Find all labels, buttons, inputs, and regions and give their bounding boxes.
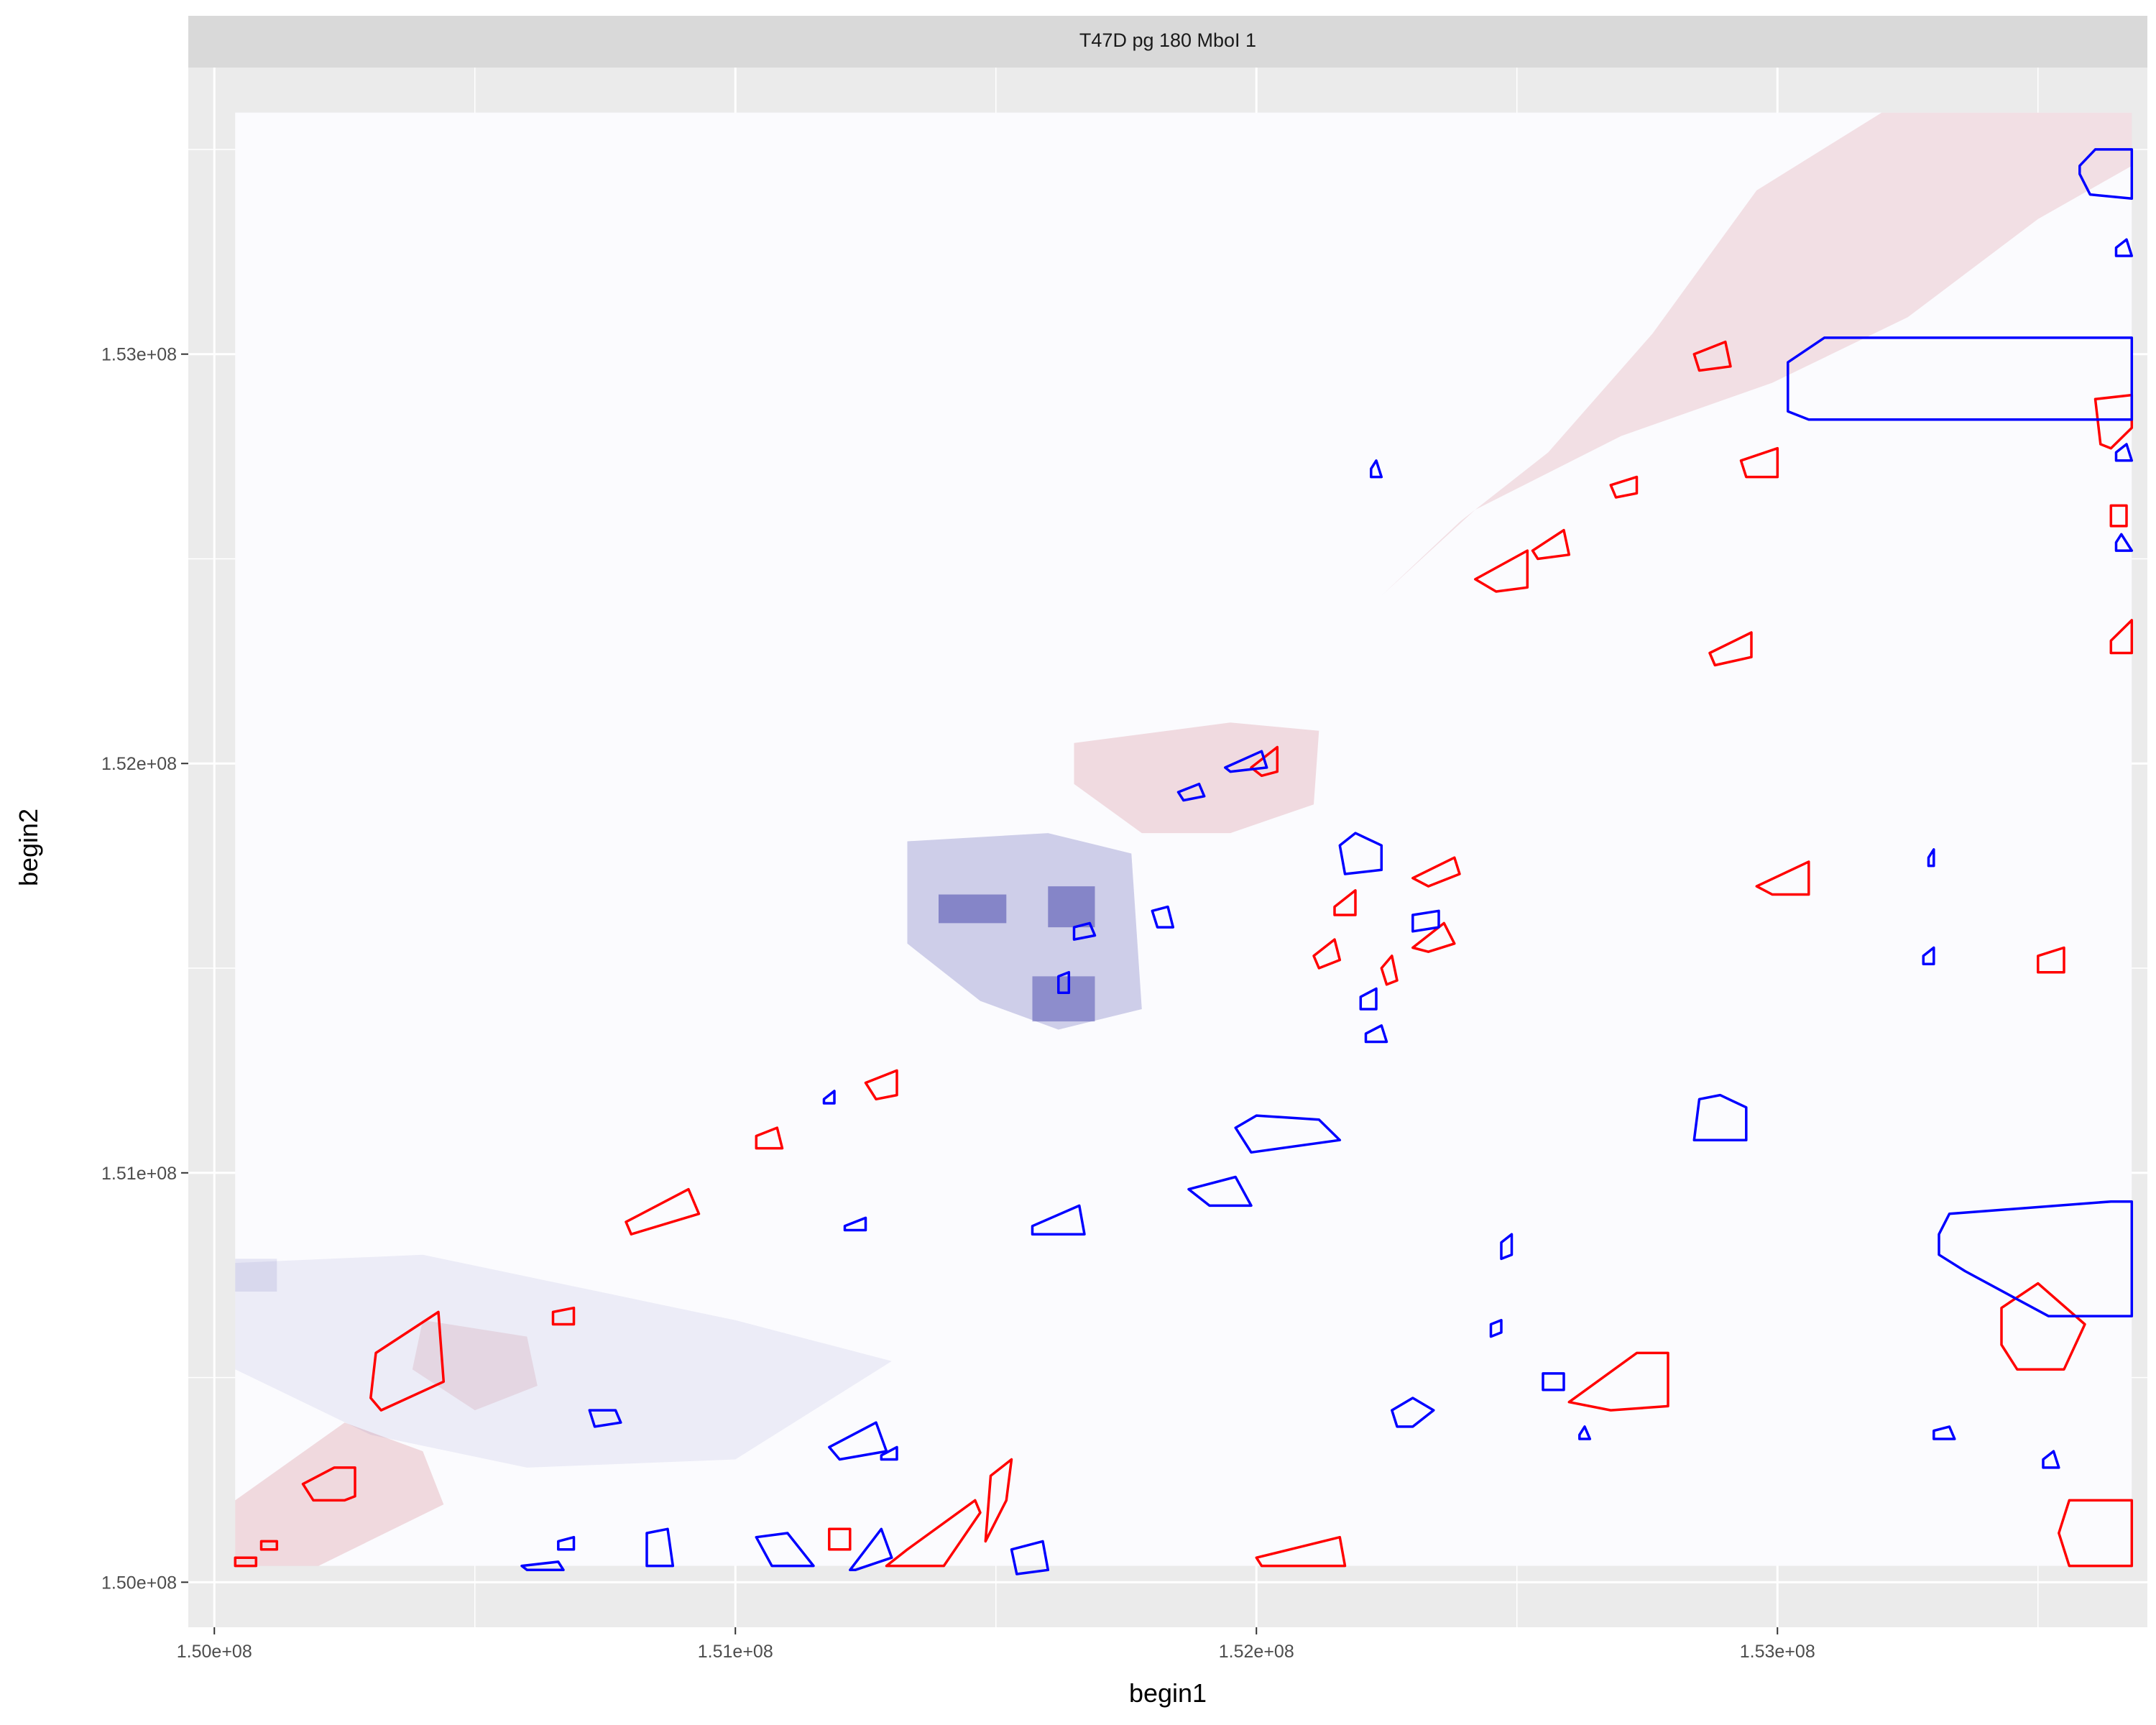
negative-region [1010,1540,1050,1576]
negative-region [1411,909,1440,933]
y-tick-label: 1.53e+08 [101,345,177,365]
negative-region [1542,1372,1565,1392]
negative-region [1359,987,1378,1011]
positive-region [1755,860,1810,896]
negative-regions [520,148,2134,1576]
y-axis-title: begin2 [14,809,43,886]
positive-region [301,1466,356,1502]
heat-patch-positive [1074,722,1319,834]
heat-patch-negative [1048,886,1095,928]
positive-region [1333,889,1357,916]
axes: 1.50e+08 1.51e+08 1.52e+08 1.53e+08 1.50e+08… [101,345,1815,1662]
heatmap-background [235,112,2132,1566]
negative-region [1578,1425,1592,1440]
positive-region [1255,1535,1347,1568]
negative-region [645,1527,675,1568]
positive-region [1312,938,1342,970]
y-tick-label: 1.51e+08 [101,1164,177,1184]
positive-region [2000,1282,2086,1371]
positive-region [2058,1499,2134,1568]
x-tick-label: 1.51e+08 [698,1642,773,1662]
positive-region [1531,528,1571,561]
negative-region [1370,459,1383,479]
negative-region [1391,1397,1435,1428]
negative-region [520,1560,565,1572]
positive-region [1474,549,1529,593]
negative-region [1176,782,1206,802]
negative-region [2042,1450,2060,1469]
facet-title: T47D pg 180 MboI 1 [1079,29,1256,51]
negative-region [1500,1233,1514,1261]
heat-patch-negative [907,833,1142,1030]
positive-region [2109,619,2134,655]
negative-region [1787,336,2134,421]
positive-region [1411,921,1456,953]
negative-region [1364,1024,1388,1044]
negative-region [2078,148,2134,201]
positive-region [1739,446,1779,479]
negative-region [1057,970,1071,994]
heat-patch-negative [939,894,1007,924]
negative-region [1489,1319,1503,1338]
negative-region [755,1532,815,1568]
positive-region [2093,393,2134,450]
positive-region [984,1458,1013,1543]
positive-region [1250,745,1279,778]
heat-patch-negative [235,1259,277,1292]
negative-region [1224,750,1268,773]
positive-region [1692,340,1732,372]
negative-region [1234,1114,1342,1154]
positive-region [625,1187,701,1236]
negative-region [1151,905,1175,929]
negative-region [588,1409,622,1428]
negative-region [1187,1175,1253,1208]
negative-region [843,1216,867,1232]
positive-region [259,1540,279,1551]
heat-patch-positive [1381,112,2132,596]
positive-region [885,1499,982,1568]
positive-region [864,1069,898,1101]
negative-region [1938,1200,2134,1317]
negative-region [1692,1093,1748,1141]
negative-region [849,1527,893,1572]
positive-region [1708,631,1753,667]
heat-patch-positive [235,1422,444,1566]
negative-region [2114,238,2134,257]
positive-region [2037,946,2065,974]
negative-region [2114,443,2134,462]
negative-region [2114,533,2134,552]
positive-region [828,1527,852,1551]
negative-region [1922,946,1935,966]
heat-patch-positive [412,1320,538,1411]
positive-regions [234,340,2134,1568]
positive-region [234,1556,258,1568]
x-tick-label: 1.50e+08 [177,1642,252,1662]
heat-patch-negative [235,1254,892,1468]
x-axis-title: begin1 [1129,1678,1207,1708]
negative-region [1932,1425,1956,1440]
y-tick-label: 1.52e+08 [101,754,177,774]
y-tick-label: 1.50e+08 [101,1573,177,1593]
negative-region [1927,848,1935,868]
negative-region [1338,832,1383,875]
positive-region [551,1306,576,1326]
positive-region [1567,1351,1669,1412]
positive-region [2109,504,2128,528]
x-tick-label: 1.53e+08 [1740,1642,1815,1662]
negative-region [557,1535,576,1551]
negative-region [1072,921,1097,941]
heatmap-patches [235,112,2132,1566]
positive-region [1609,475,1639,499]
negative-region [822,1090,836,1105]
positive-region [755,1126,784,1150]
positive-region [1411,856,1461,888]
positive-region [369,1310,446,1412]
heat-patch-negative [1032,976,1095,1022]
positive-region [1380,954,1399,986]
negative-region [1031,1204,1086,1236]
x-tick-label: 1.52e+08 [1219,1642,1294,1662]
facet-strip [188,16,2147,68]
negative-region [880,1445,898,1461]
